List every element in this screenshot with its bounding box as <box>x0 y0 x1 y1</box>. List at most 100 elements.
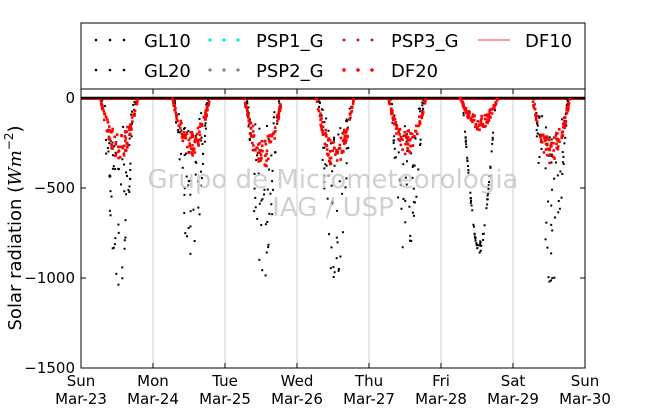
legend: GL10 GL20 PSP1_G PSP2_G PSP3_G <box>80 22 586 90</box>
global-point <box>481 232 484 235</box>
global-point <box>184 232 187 235</box>
x-tick-label-date: Mar-25 <box>199 390 251 408</box>
diffuse-point <box>260 139 264 143</box>
global-point <box>253 172 256 175</box>
global-point <box>248 139 251 142</box>
global-point <box>318 101 321 104</box>
diffuse-point <box>341 149 344 153</box>
global-point <box>554 161 557 164</box>
diffuse-point <box>405 137 409 140</box>
global-point <box>402 198 405 201</box>
global-point <box>111 247 114 250</box>
global-point <box>473 225 476 228</box>
svg-text:Solar radiation (Wm−2): Solar radiation (Wm−2) <box>2 125 26 330</box>
global-point <box>415 195 418 198</box>
diffuse-point <box>180 132 184 136</box>
diffuse-point <box>191 133 194 136</box>
global-point <box>563 142 566 145</box>
global-point <box>544 167 547 170</box>
global-point <box>117 283 120 286</box>
diffuse-point <box>494 102 498 105</box>
diffuse-point <box>205 107 209 111</box>
diffuse-point <box>258 159 262 163</box>
diffuse-point <box>205 106 209 109</box>
diffuse-point <box>471 113 475 116</box>
diffuse-point <box>200 122 204 126</box>
global-point <box>466 156 469 159</box>
global-point <box>111 154 114 157</box>
global-point <box>184 152 187 155</box>
global-point <box>178 158 181 161</box>
global-point <box>554 216 557 219</box>
diffuse-point <box>204 109 208 113</box>
global-point <box>535 112 538 115</box>
global-point <box>274 151 277 154</box>
diffuse-point <box>133 114 136 117</box>
diffuse-point <box>552 141 555 145</box>
global-point <box>108 175 111 178</box>
diffuse-point <box>545 153 549 157</box>
y-tick-label: −1500 <box>24 359 75 377</box>
global-point <box>485 207 488 210</box>
diffuse-point <box>409 132 412 135</box>
diffuse-point <box>464 109 468 113</box>
global-point <box>345 147 348 150</box>
global-point <box>389 98 392 101</box>
global-point <box>267 246 270 249</box>
diffuse-point <box>186 145 189 149</box>
diffuse-point <box>243 101 247 105</box>
global-point <box>322 146 325 149</box>
global-point <box>422 107 425 110</box>
diffuse-point <box>257 157 260 160</box>
diffuse-point <box>173 108 176 112</box>
diffuse-point <box>390 112 393 115</box>
diffuse-point <box>556 145 560 148</box>
global-point <box>201 142 204 145</box>
global-point <box>247 106 250 109</box>
global-point <box>491 136 494 139</box>
diffuse-point <box>338 143 342 147</box>
diffuse-point <box>459 96 462 100</box>
diffuse-point <box>423 100 427 103</box>
global-point <box>536 122 539 125</box>
diffuse-point <box>565 111 569 115</box>
diffuse-point <box>560 134 564 138</box>
global-point <box>470 199 473 202</box>
plot-area: Grupo de Micrometeorologia IAG / USP <box>80 88 586 369</box>
global-point <box>409 239 412 242</box>
global-point <box>108 142 111 145</box>
global-point <box>547 154 550 157</box>
global-point <box>181 166 184 169</box>
diffuse-point <box>567 101 571 105</box>
y-axis-title-unit: Wm <box>5 150 26 186</box>
global-point <box>467 165 470 168</box>
global-point <box>402 163 405 166</box>
diffuse-point <box>420 115 423 118</box>
global-point <box>486 203 489 206</box>
diffuse-point <box>251 124 255 128</box>
global-point <box>331 170 334 173</box>
diffuse-series-points <box>99 96 571 168</box>
global-point <box>129 162 132 165</box>
diffuse-point <box>118 155 122 159</box>
diffuse-point <box>406 142 410 146</box>
global-point <box>465 143 468 146</box>
diffuse-point <box>246 113 249 117</box>
y-tick-label: −1000 <box>24 269 75 287</box>
global-point <box>104 138 107 141</box>
diffuse-point <box>492 103 496 107</box>
global-point <box>544 238 547 241</box>
global-point <box>124 219 127 222</box>
diffuse-point <box>395 127 399 130</box>
diffuse-point <box>549 143 553 147</box>
global-point <box>317 97 320 100</box>
diffuse-point <box>267 157 270 161</box>
global-point <box>207 97 210 100</box>
global-point <box>129 177 132 180</box>
diffuse-point <box>273 137 277 140</box>
global-point <box>545 221 548 224</box>
diffuse-point <box>336 150 340 154</box>
global-point <box>246 102 249 105</box>
diffuse-point <box>122 152 126 156</box>
diffuse-point <box>128 125 132 128</box>
